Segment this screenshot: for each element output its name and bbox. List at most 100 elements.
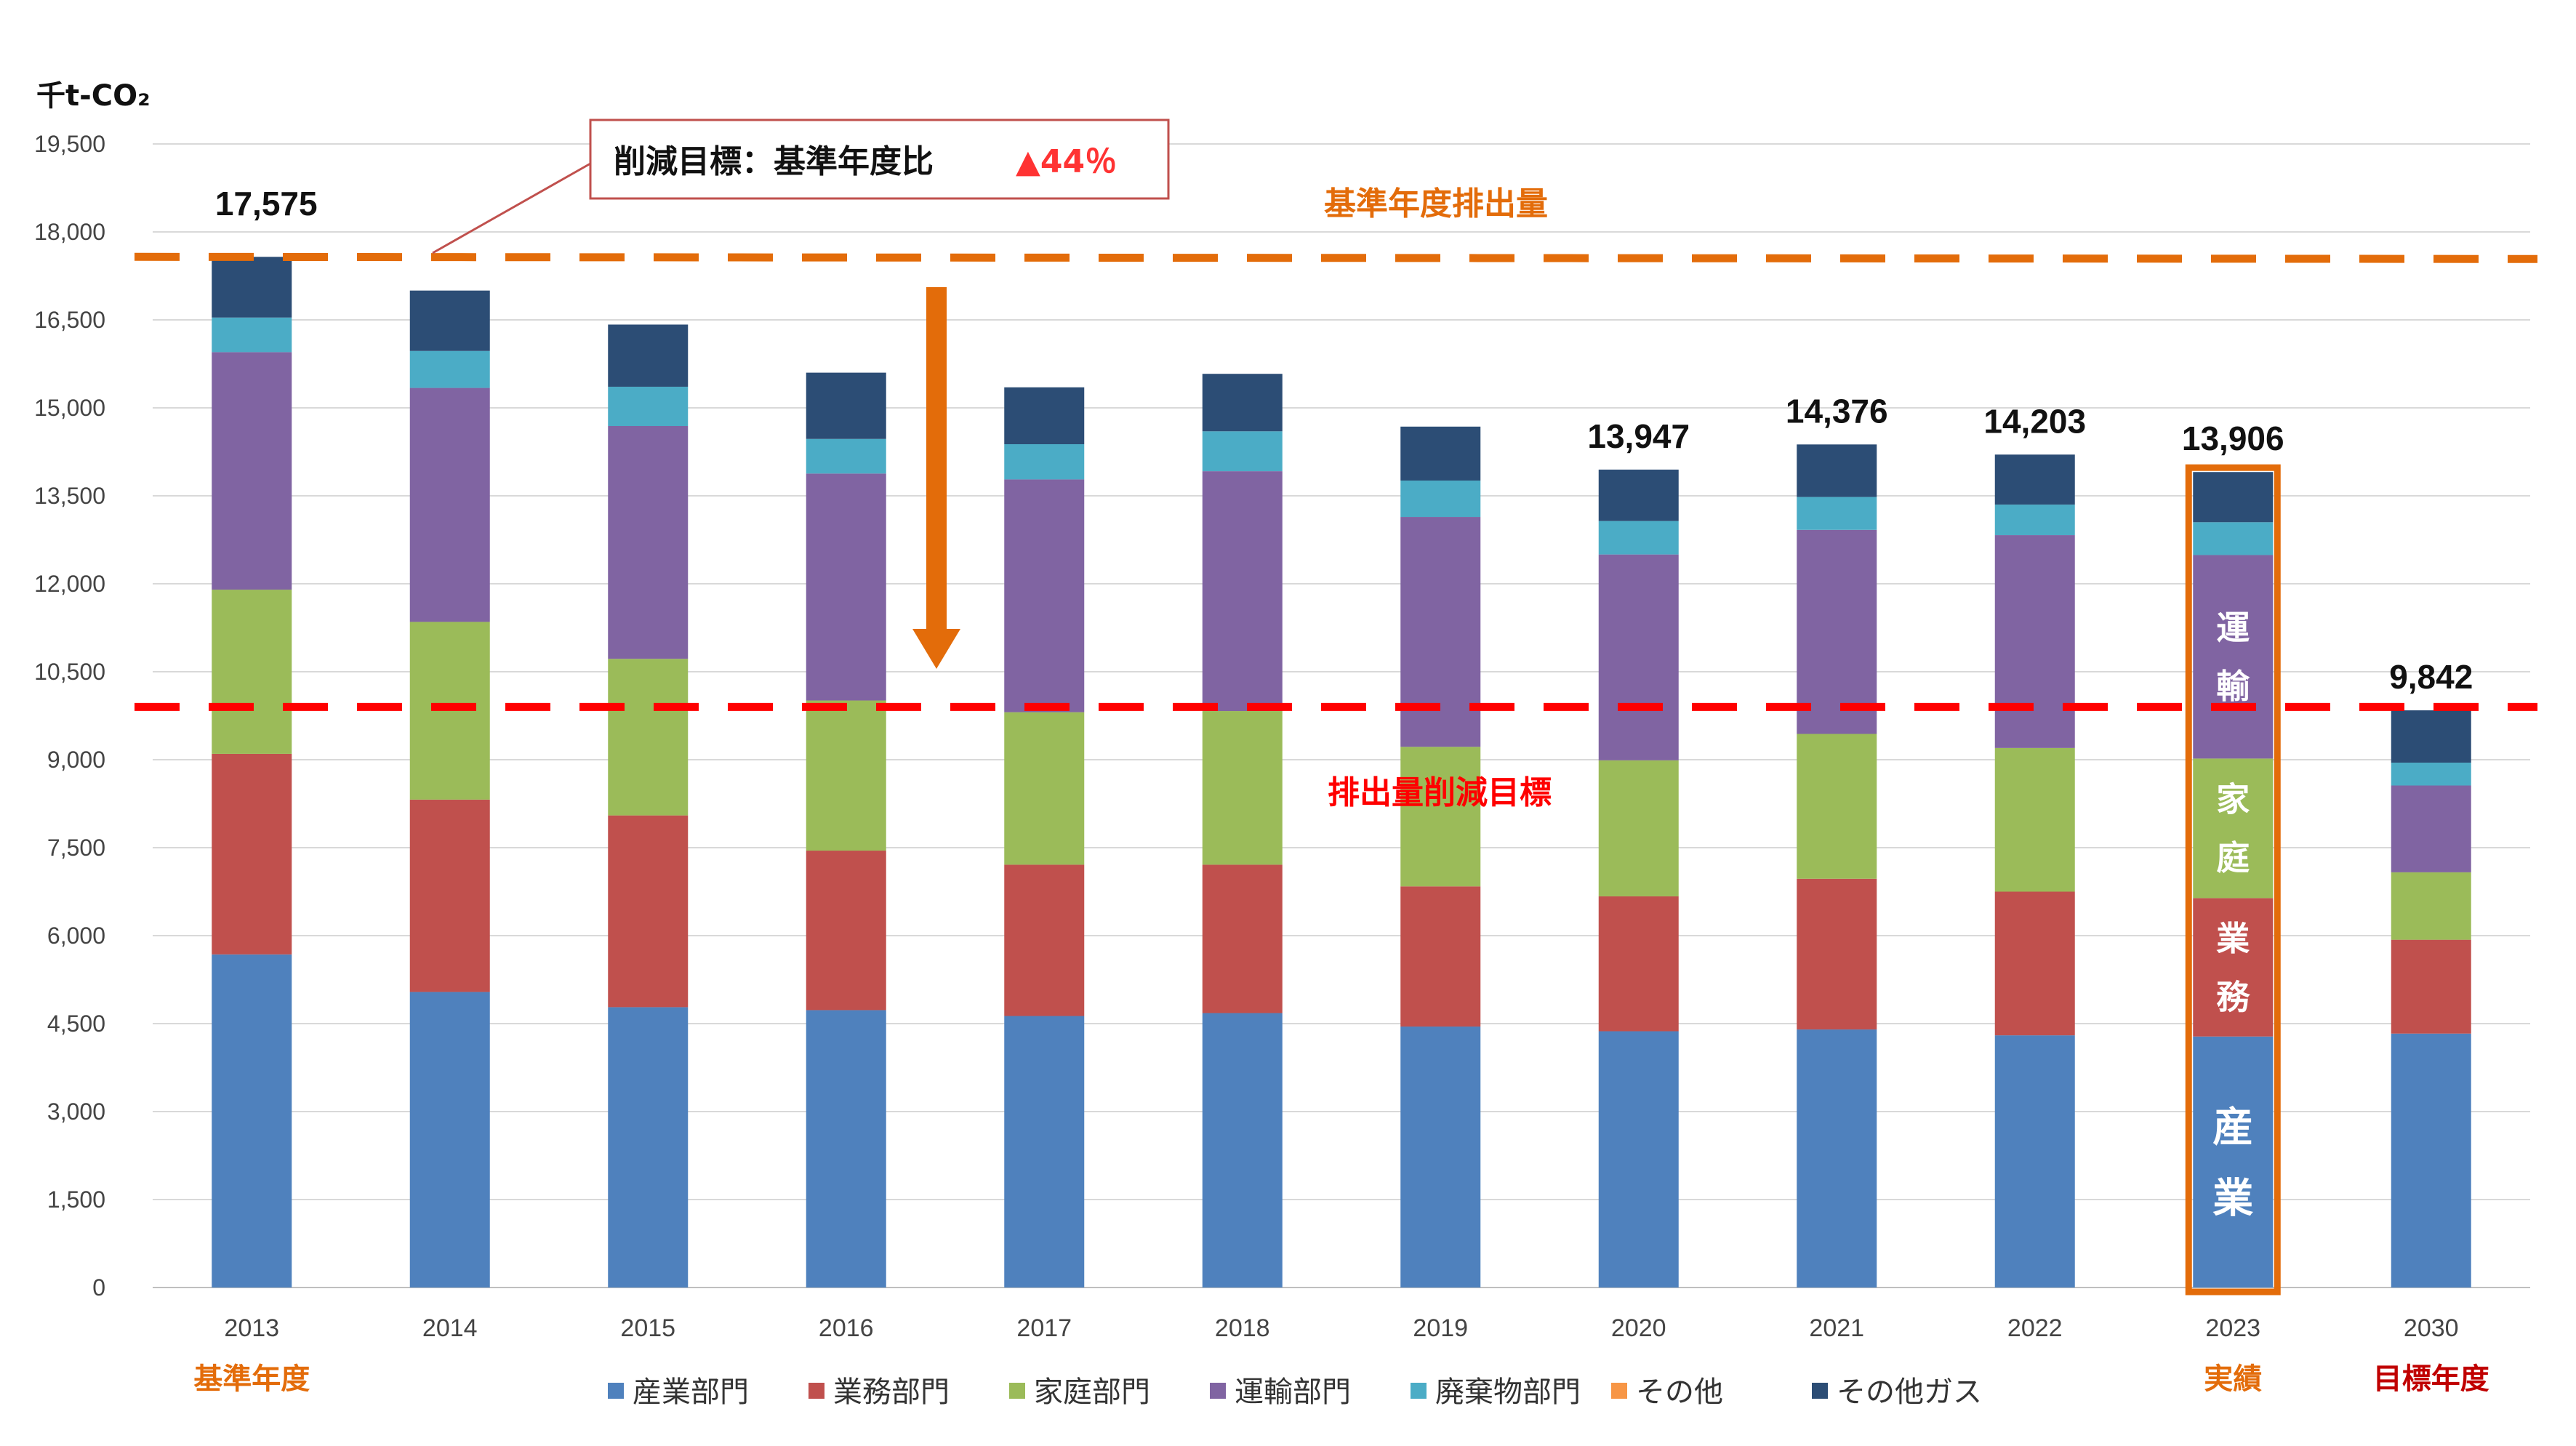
bar-segment <box>1994 747 2075 892</box>
bar-segment <box>608 426 689 659</box>
bar-segment <box>1400 747 1481 887</box>
bar-segment <box>1797 529 1877 734</box>
bar-segment <box>212 317 292 353</box>
x-tick-label: 2016 <box>819 1314 874 1342</box>
bar-segment <box>2391 710 2471 763</box>
callout-highlight: ▲44％ <box>1016 143 1117 180</box>
bar-segment <box>806 473 886 701</box>
legend-swatch <box>1210 1383 1226 1399</box>
bar-segment <box>1202 864 1283 1013</box>
y-tick-label: 12,000 <box>34 571 105 597</box>
bar-segment <box>2391 785 2471 872</box>
arrow-shaft <box>926 287 947 629</box>
segment-label: 業 <box>2216 919 2250 958</box>
bar-segment <box>1994 891 2075 1036</box>
segment-label: 業 <box>2212 1176 2253 1223</box>
axes: 千t-CO₂ 19,500 18,000 16,500 15,000 13,500 12,0… <box>34 79 2489 1396</box>
bar-segment <box>2193 898 2274 1037</box>
bar-segment <box>1797 1029 1877 1288</box>
x-tick-label: 2030 <box>2404 1314 2459 1342</box>
x-tick-label: 2019 <box>1413 1314 1468 1342</box>
bar-segment <box>2193 555 2274 759</box>
bar-segment <box>409 290 490 351</box>
y-tick-label: 1,500 <box>47 1186 105 1213</box>
y-tick-label: 15,000 <box>34 395 105 421</box>
bars <box>212 257 2471 1288</box>
bar-segment <box>1797 444 1877 497</box>
callout-box <box>589 119 1170 200</box>
legend: 産業部門 業務部門 家庭部門 運輸部門 廃棄物部門 その他 その他ガス <box>608 1375 1982 1409</box>
y-tick-label: 6,000 <box>47 923 105 949</box>
bar-segment <box>1994 1035 2075 1288</box>
y-tick-label: 7,500 <box>47 835 105 861</box>
callout-text: 削減目標：基準年度比 <box>614 143 934 180</box>
bar-segment <box>806 438 886 474</box>
bar-segment <box>212 954 292 1288</box>
reference-line <box>134 252 2538 263</box>
gridlines <box>153 143 2530 1288</box>
legend-label: 廃棄物部門 <box>1435 1375 1581 1409</box>
x-tick-label: 2015 <box>620 1314 675 1342</box>
y-tick-label: 18,000 <box>34 219 105 245</box>
category-note: 目標年度 <box>2373 1362 2489 1396</box>
legend-label: 産業部門 <box>633 1375 749 1409</box>
x-tick-label: 2020 <box>1611 1314 1666 1342</box>
bar-segment <box>1202 471 1283 712</box>
legend-swatch <box>608 1383 624 1399</box>
bar-segment <box>2391 872 2471 940</box>
bar-segment <box>2193 522 2274 555</box>
bar-segment <box>1797 497 1877 530</box>
bar-segment <box>806 851 886 1011</box>
bar-segment <box>409 350 490 388</box>
legend-label: その他 <box>1636 1375 1723 1409</box>
reference-line-label: 基準年度排出量 <box>1324 185 1548 222</box>
reference-line-label: 排出量削減目標 <box>1328 774 1552 811</box>
segment-label: 輸 <box>2216 667 2250 706</box>
x-tick-label: 2021 <box>1809 1314 1864 1342</box>
legend-label: 業務部門 <box>833 1375 950 1409</box>
arrow-head <box>912 629 960 669</box>
bar-segment <box>2193 472 2274 523</box>
y-unit-label: 千t-CO₂ <box>36 79 151 113</box>
bar-segment <box>2391 939 2471 1034</box>
legend-label: 運輸部門 <box>1235 1375 1351 1409</box>
category-note: 実績 <box>2204 1362 2262 1396</box>
y-tick-label: 16,500 <box>34 307 105 333</box>
segment-label: 庭 <box>2216 838 2250 877</box>
y-tick-label: 4,500 <box>47 1011 105 1037</box>
y-tick-label: 9,000 <box>47 747 105 773</box>
reference-lines <box>134 252 2538 711</box>
legend-label: 家庭部門 <box>1034 1375 1150 1409</box>
legend-swatch <box>808 1383 824 1399</box>
x-tick-label: 2013 <box>224 1314 279 1342</box>
total-label: 14,376 <box>1786 392 1888 430</box>
highlight-box <box>2185 464 2281 1296</box>
bar-segment <box>1004 712 1085 865</box>
bar-segment <box>2391 763 2471 786</box>
y-tick-label: 13,500 <box>34 483 105 509</box>
total-label: 14,203 <box>1983 402 2086 440</box>
bar-segment <box>1202 1013 1283 1288</box>
bar-segment <box>1598 554 1679 760</box>
bar-segment <box>608 1007 689 1288</box>
bar-segment <box>1202 711 1283 865</box>
x-tick-label: 2023 <box>2205 1314 2260 1342</box>
legend-swatch <box>1611 1383 1627 1399</box>
bar-segment <box>2193 1036 2274 1288</box>
bar-segment <box>1400 886 1481 1027</box>
bar-segment <box>1400 426 1481 481</box>
bar-segment <box>2193 758 2274 899</box>
bar-segment <box>1202 431 1283 472</box>
x-tick-label: 2017 <box>1016 1314 1072 1342</box>
total-label: 17,575 <box>215 185 318 222</box>
bar-segment <box>1598 521 1679 555</box>
legend-swatch <box>1411 1383 1427 1399</box>
bar-segment <box>806 700 886 851</box>
bar-segment <box>409 799 490 992</box>
bar-segment <box>1004 387 1085 445</box>
x-tick-label: 2018 <box>1215 1314 1270 1342</box>
bar-segment <box>1004 864 1085 1016</box>
bar-segment <box>806 1010 886 1288</box>
